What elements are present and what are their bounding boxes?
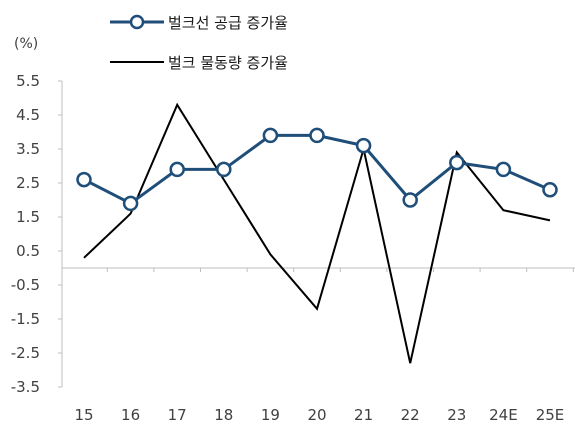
supply-data-point — [495, 161, 512, 178]
x-tick-label: 25E — [536, 406, 565, 424]
supply-data-point — [122, 195, 139, 212]
x-tick-label: 17 — [168, 406, 187, 424]
supply-data-point — [216, 161, 232, 178]
y-tick-label: 1.5 — [16, 208, 40, 226]
supply-data-point — [76, 171, 92, 188]
y-axis-unit-label: (%) — [14, 36, 38, 52]
x-tick-label: 24E — [489, 406, 518, 424]
supply-data-point — [449, 154, 465, 171]
legend-item-supply: 벌크선 공급 증가율 — [110, 14, 288, 32]
y-tick-label: -0.5 — [11, 276, 40, 294]
y-tick-labels: 5.5 4.5 3.5 2.5 1.5 0.5 -0.5 -1.5 -2.5 -3.5 — [11, 72, 40, 396]
x-tick-label: 15 — [74, 406, 93, 424]
legend-volume-label: 벌크 물동량 증가율 — [168, 54, 288, 72]
legend-supply-marker-swatch — [129, 14, 145, 30]
x-tick-label: 20 — [307, 406, 326, 424]
series-line-supply — [83, 133, 551, 206]
series-layer — [76, 102, 558, 364]
x-tick-label: 16 — [121, 406, 140, 424]
y-tick-label: 4.5 — [16, 106, 40, 124]
axes — [58, 80, 575, 388]
series-line-volume — [83, 102, 551, 364]
y-tick-label: 5.5 — [16, 72, 40, 90]
x-tick-label: 21 — [354, 406, 373, 424]
x-tick-label: 22 — [401, 406, 420, 424]
x-tick-label: 23 — [447, 406, 466, 424]
legend-supply-label: 벌크선 공급 증가율 — [168, 14, 288, 32]
y-tick-label: 2.5 — [16, 174, 40, 192]
supply-data-point — [542, 182, 558, 198]
x-tick-label: 19 — [261, 406, 280, 424]
supply-data-point — [402, 192, 418, 208]
y-tick-label: -3.5 — [11, 378, 40, 396]
legend: 벌크선 공급 증가율 벌크 물동량 증가율 — [110, 14, 288, 72]
supply-data-point — [262, 127, 279, 144]
supply-data-point — [309, 127, 325, 144]
legend-item-volume: 벌크 물동량 증가율 — [110, 54, 288, 72]
x-tick-labels: 15 16 17 18 19 20 21 22 23 24E 25E — [74, 406, 564, 424]
y-tick-label: -1.5 — [11, 310, 40, 328]
supply-data-point — [355, 137, 372, 154]
x-tick-label: 18 — [214, 406, 233, 424]
y-tick-label: 0.5 — [16, 242, 40, 260]
y-tick-label: 3.5 — [16, 140, 40, 158]
y-tick-label: -2.5 — [11, 344, 40, 362]
supply-data-point — [169, 161, 185, 178]
